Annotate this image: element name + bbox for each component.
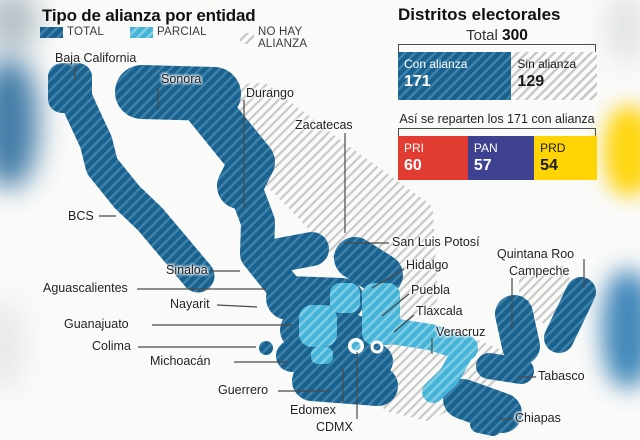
state-label-sinaloa: Sinaloa bbox=[166, 263, 208, 277]
state-label-guerrero: Guerrero bbox=[218, 383, 269, 397]
region-san-luis-potosi bbox=[334, 237, 403, 296]
region-zacatecas-border bbox=[263, 232, 329, 272]
legend-label: PARCIAL bbox=[157, 26, 207, 38]
state-label-baja-california: Baja California bbox=[55, 51, 137, 65]
segment-label: Sin alianza bbox=[517, 57, 577, 71]
segment-label: PAN bbox=[473, 141, 498, 155]
region-quintana-roo bbox=[544, 277, 596, 353]
region-baja-peninsula bbox=[53, 68, 215, 293]
state-label-colima: Colima bbox=[92, 339, 131, 353]
districts-panel-title: Distritos electorales bbox=[398, 5, 561, 24]
legend-swatch-total-icon bbox=[40, 26, 63, 38]
segment-value: 60 bbox=[404, 157, 422, 174]
legend-item-parcial: PARCIAL bbox=[130, 26, 207, 38]
state-label-guanajuato: Guanajuato bbox=[64, 317, 129, 331]
city-markers bbox=[348, 338, 384, 354]
regions-parcial bbox=[299, 283, 478, 403]
segment-label: PRI bbox=[404, 141, 425, 155]
region-veracruz-south bbox=[422, 337, 476, 403]
state-label-tlaxcala: Tlaxcala bbox=[416, 304, 463, 318]
alliance-bar-segment-sin: Sin alianza 129 bbox=[511, 52, 597, 100]
districts-total-value: 300 bbox=[501, 27, 528, 44]
region-veracruz bbox=[372, 317, 478, 361]
background-blur-left bbox=[0, 58, 38, 188]
alliance-bar: Con alianza 171 Sin alianza 129 bbox=[398, 52, 597, 100]
state-label-quintana-roo: Quintana Roo bbox=[497, 247, 575, 261]
region-tabasco bbox=[476, 353, 534, 384]
legend-label: NO HAY ALIANZA bbox=[257, 26, 308, 50]
total-bracket bbox=[398, 44, 596, 52]
legend-label: TOTAL bbox=[67, 26, 104, 38]
state-label-campeche: Campeche bbox=[509, 264, 570, 278]
segment-label: PRD bbox=[540, 141, 566, 155]
state-label-veracruz: Veracruz bbox=[436, 325, 486, 339]
split-title: Así se reparten los 171 con alianza bbox=[399, 112, 595, 126]
background-blur-right-yellow bbox=[604, 106, 640, 196]
state-label-hidalgo: Hidalgo bbox=[406, 258, 449, 272]
background-blur-right-blue bbox=[602, 270, 640, 388]
segment-label: Con alianza bbox=[404, 57, 468, 71]
legend-swatch-no-alianza-icon bbox=[240, 32, 254, 44]
legend-item-total: TOTAL bbox=[40, 26, 104, 38]
tlaxcala-marker bbox=[373, 343, 381, 351]
parties-bar: PRI 60 PAN 57 PRD 54 bbox=[398, 136, 597, 180]
region-hidalgo bbox=[330, 283, 360, 313]
region-guerrero bbox=[292, 361, 398, 406]
state-label-nayarit: Nayarit bbox=[170, 297, 210, 311]
split-bracket bbox=[398, 128, 596, 136]
segment-value: 171 bbox=[404, 73, 431, 90]
background-blur-right-top bbox=[608, 0, 640, 62]
region-chiapas-south bbox=[470, 415, 502, 436]
state-label-aguascalientes: Aguascalientes bbox=[43, 281, 128, 295]
districts-total: Total 300 bbox=[398, 27, 596, 45]
region-edomex bbox=[330, 339, 393, 378]
parties-bar-segment-pri: PRI 60 bbox=[398, 136, 468, 180]
state-label-durango: Durango bbox=[246, 86, 294, 100]
state-label-edomex: Edomex bbox=[290, 403, 336, 417]
region-colima bbox=[259, 341, 273, 355]
map-title: Tipo de alianza por entidad bbox=[42, 6, 256, 25]
callout-lines bbox=[74, 66, 585, 420]
state-label-sonora: Sonora bbox=[161, 72, 202, 86]
region-sinaloa bbox=[226, 165, 301, 305]
districts-total-label: Total bbox=[466, 27, 498, 44]
segment-value: 57 bbox=[473, 157, 492, 174]
state-label-michoacan: Michoacán bbox=[150, 354, 211, 368]
state-label-chiapas: Chiapas bbox=[515, 411, 561, 425]
state-label-cdmx: CDMX bbox=[316, 420, 353, 434]
region-chiapas bbox=[443, 379, 522, 433]
state-label-zacatecas: Zacatecas bbox=[295, 118, 353, 132]
cdmx-marker bbox=[351, 341, 361, 351]
legend-item-no-alianza: NO HAY ALIANZA bbox=[240, 26, 316, 50]
region-parcial-cell bbox=[311, 347, 333, 364]
parties-bar-segment-prd: PRD 54 bbox=[534, 136, 597, 180]
parties-bar-segment-pan: PAN 57 bbox=[467, 136, 535, 180]
region-cdmx-morelos bbox=[299, 305, 337, 347]
state-label-puebla: Puebla bbox=[411, 283, 450, 297]
segment-value: 54 bbox=[540, 157, 558, 174]
state-label-san-luis-potosi: San Luis Potosí bbox=[392, 235, 480, 249]
state-label-bcs: BCS bbox=[68, 209, 94, 223]
state-label-tabasco: Tabasco bbox=[538, 369, 585, 383]
alliance-bar-segment-con: Con alianza 171 bbox=[398, 52, 512, 100]
segment-value: 129 bbox=[517, 73, 545, 90]
region-campeche bbox=[495, 295, 540, 365]
legend-swatch-parcial-icon bbox=[130, 26, 153, 38]
